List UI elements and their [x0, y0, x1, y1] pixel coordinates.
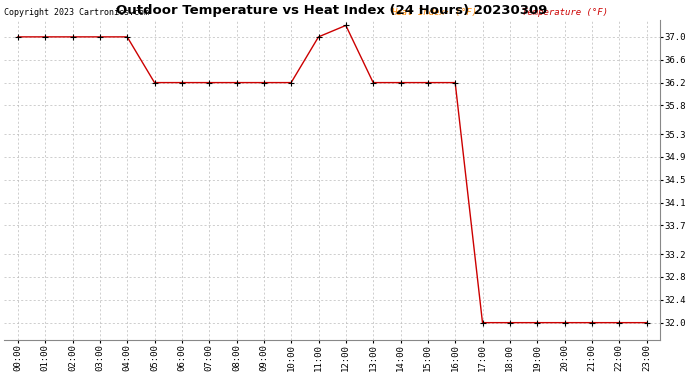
Title: Outdoor Temperature vs Heat Index (24 Hours) 20230309: Outdoor Temperature vs Heat Index (24 Ho… [117, 4, 548, 17]
Text: Temperature (°F): Temperature (°F) [522, 8, 609, 16]
Text: Heat Index· (°F): Heat Index· (°F) [391, 8, 477, 16]
Text: Copyright 2023 Cartronics.com: Copyright 2023 Cartronics.com [4, 8, 149, 16]
